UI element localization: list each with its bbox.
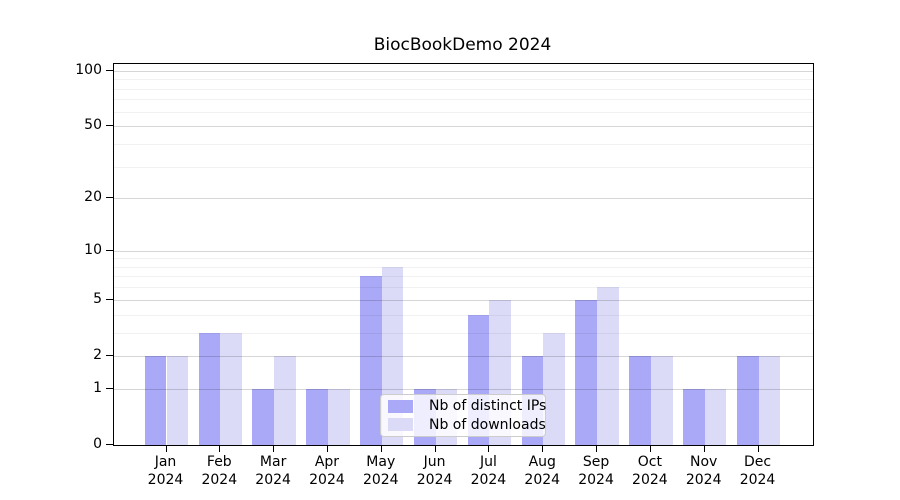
- xtick-mark-mar: [273, 446, 275, 452]
- bar-ips-mar: [252, 388, 275, 445]
- xtick-label-feb: Feb 2024: [189, 453, 249, 489]
- legend-swatch-distinct-ips: [388, 399, 413, 413]
- xtick-mark-apr: [326, 446, 328, 452]
- xtick-mark-sep: [596, 446, 598, 452]
- xtick-label-year: 2024: [309, 472, 345, 488]
- bar-downloads-nov: [704, 388, 727, 445]
- xtick-label-year: 2024: [255, 472, 291, 488]
- xtick-label-year: 2024: [147, 472, 184, 488]
- xtick-label-year: 2024: [201, 472, 238, 488]
- bar-downloads-aug: [543, 332, 565, 445]
- gridline-minor-30: [114, 166, 813, 168]
- ytick-mark-5: [106, 298, 113, 300]
- gridline-minor-9: [114, 258, 813, 260]
- xtick-label-apr: Apr 2024: [297, 453, 357, 489]
- ytick-label-50: 50: [84, 117, 102, 134]
- ytick-label-10: 10: [84, 241, 102, 258]
- bar-ips-sep: [575, 299, 598, 445]
- xtick-label-year: 2024: [739, 472, 776, 488]
- ytick-mark-1: [106, 387, 113, 389]
- xtick-label-sep: Sep 2024: [566, 453, 626, 489]
- gridline-minor-8: [114, 266, 813, 268]
- legend-label-downloads: Nb of downloads: [429, 416, 546, 433]
- xtick-mark-jan: [165, 446, 167, 452]
- bar-downloads-apr: [327, 388, 350, 445]
- bar-ips-feb: [198, 332, 221, 445]
- gridline-minor-60: [114, 111, 813, 113]
- bar-downloads-feb: [220, 332, 242, 445]
- ytick-mark-50: [106, 125, 113, 127]
- xtick-mark-jul: [488, 446, 490, 452]
- gridline-minor-70: [114, 99, 813, 101]
- gridline-major-20: [114, 198, 813, 200]
- plot-area: Nb of distinct IPs Nb of downloads: [113, 63, 814, 446]
- xtick-label-may: May 2024: [351, 453, 411, 489]
- bar-ips-dec: [736, 355, 759, 445]
- legend-label-distinct-ips: Nb of distinct IPs: [429, 398, 547, 415]
- bar-ips-nov: [683, 388, 705, 445]
- xtick-label-aug: Aug 2024: [512, 453, 572, 489]
- ytick-label-100: 100: [75, 61, 102, 78]
- xtick-label-jul: Jul 2024: [458, 453, 518, 489]
- xtick-mark-aug: [542, 446, 544, 452]
- xtick-mark-jun: [434, 446, 436, 452]
- gridline-minor-40: [114, 143, 813, 145]
- xtick-label-year: 2024: [685, 472, 722, 488]
- chart-title: BiocBookDemo 2024: [373, 35, 552, 55]
- bar-ips-apr: [306, 388, 328, 445]
- bar-ips-oct: [629, 355, 651, 445]
- gridline-minor-3: [114, 332, 813, 334]
- gridline-minor-6: [114, 287, 813, 289]
- xtick-mark-nov: [703, 446, 705, 452]
- xtick-label-dec: Dec 2024: [728, 453, 788, 489]
- gridline-major-10: [114, 250, 813, 252]
- gridline-minor-90: [114, 79, 813, 81]
- ytick-mark-2: [106, 354, 113, 356]
- xtick-label-jan: Jan 2024: [136, 453, 196, 489]
- xtick-label-nov: Nov 2024: [674, 453, 734, 489]
- gridline-minor-80: [114, 88, 813, 90]
- bar-downloads-sep: [597, 287, 619, 445]
- legend: Nb of distinct IPs Nb of downloads: [380, 394, 546, 437]
- gridline-major-5: [114, 299, 813, 301]
- gridline-major-100: [114, 70, 813, 72]
- legend-swatch-downloads: [388, 418, 413, 432]
- gridline-major-50: [114, 126, 813, 128]
- xtick-label-year: 2024: [578, 472, 614, 488]
- bar-ips-may: [360, 276, 382, 445]
- ytick-label-2: 2: [93, 346, 102, 363]
- xtick-label-year: 2024: [416, 472, 453, 488]
- legend-entry-downloads: Nb of downloads: [388, 416, 546, 435]
- ytick-label-0: 0: [93, 436, 102, 452]
- legend-entry-distinct-ips: Nb of distinct IPs: [388, 397, 546, 416]
- xtick-mark-dec: [757, 446, 759, 452]
- gridline-minor-7: [114, 276, 813, 278]
- xtick-mark-feb: [219, 446, 221, 452]
- xtick-label-oct: Oct 2024: [620, 453, 680, 489]
- ytick-label-20: 20: [84, 189, 102, 206]
- xtick-label-year: 2024: [632, 472, 668, 488]
- xtick-label-mar: Mar 2024: [243, 453, 303, 489]
- gridline-major-2: [114, 355, 813, 357]
- bar-downloads-jan: [166, 355, 189, 445]
- gridline-major-1: [114, 388, 813, 390]
- gridline-minor-4: [114, 314, 813, 316]
- ytick-mark-20: [106, 197, 113, 199]
- xtick-mark-oct: [649, 446, 651, 452]
- xtick-label-year: 2024: [362, 472, 399, 488]
- ytick-mark-0: [106, 444, 113, 445]
- ytick-label-1: 1: [93, 379, 102, 396]
- xtick-mark-may: [380, 446, 382, 452]
- bar-downloads-dec: [758, 355, 781, 445]
- xtick-label-year: 2024: [524, 472, 561, 488]
- xtick-label-year: 2024: [470, 472, 507, 488]
- xtick-label-jun: Jun 2024: [405, 453, 465, 489]
- ytick-label-5: 5: [93, 290, 102, 307]
- ytick-mark-10: [106, 249, 113, 251]
- bar-downloads-oct: [650, 355, 673, 445]
- bar-downloads-mar: [274, 355, 296, 445]
- bar-ips-jan: [144, 355, 167, 445]
- ytick-mark-100: [106, 69, 113, 71]
